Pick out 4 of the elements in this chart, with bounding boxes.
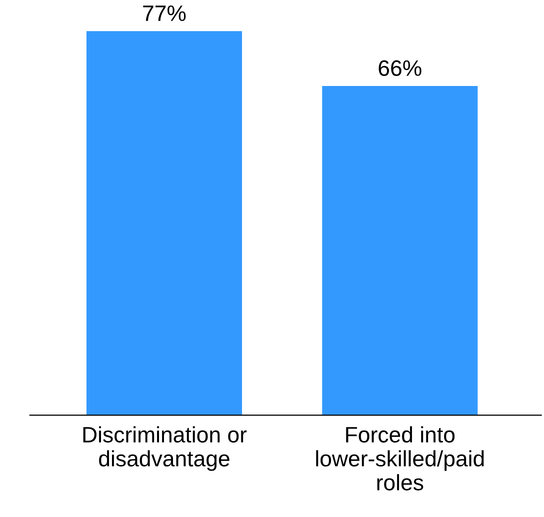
- x-tick-label: Discrimination or disadvantage: [83, 426, 247, 471]
- data-label: 66%: [378, 60, 422, 76]
- data-label: 77%: [143, 6, 186, 22]
- x-tick-label: Forced into lower-skilled/paid roles: [316, 426, 484, 490]
